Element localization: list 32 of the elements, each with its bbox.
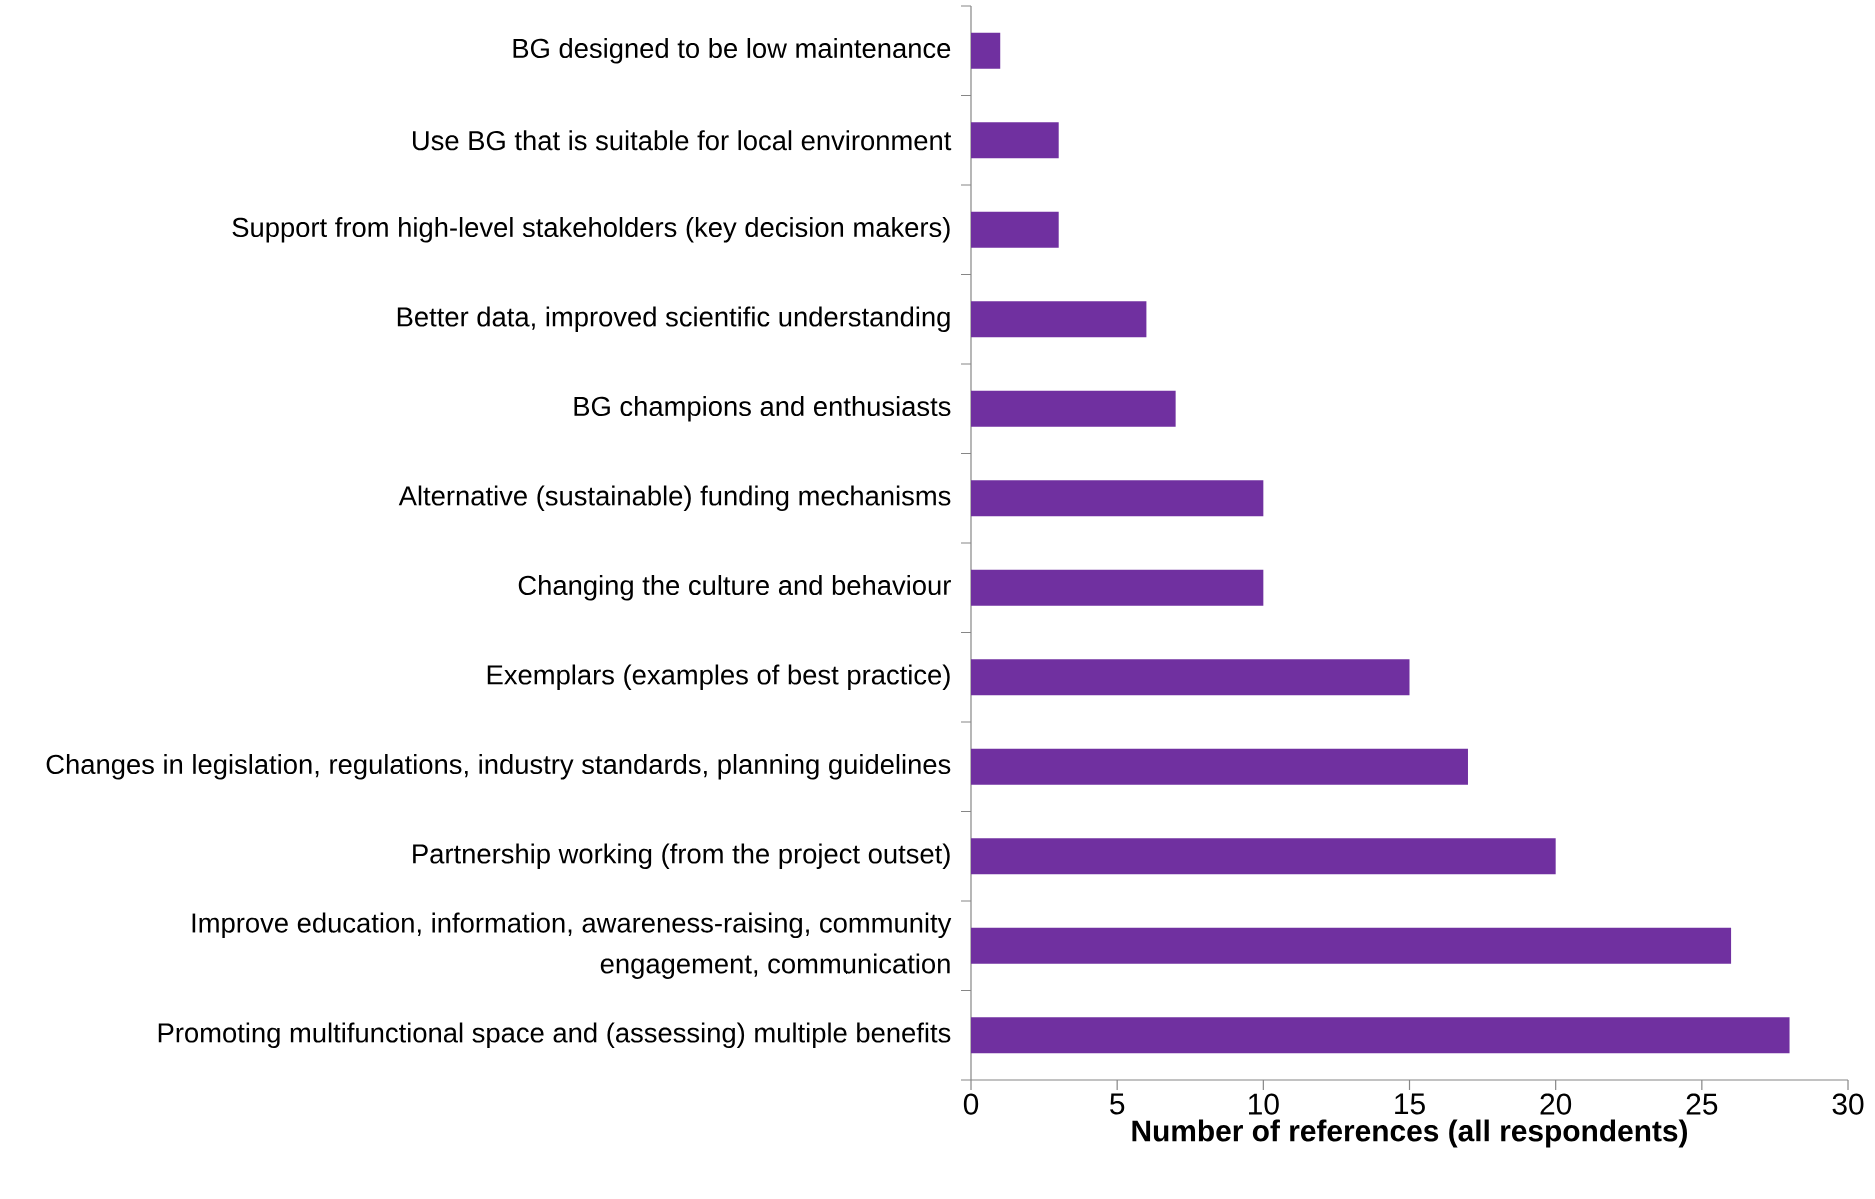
bar [971,838,1556,875]
bar [971,748,1468,785]
bar [971,122,1059,159]
x-tick-label: 15 [1395,1093,1425,1115]
y-tick-label: Promoting multifunctional space and (assessing) multiple benefits [158,1022,951,1049]
x-tick-label: 10 [1249,1093,1279,1115]
y-tick-label: Improve education, information, awareness-raising, community engagement, communication [192,912,952,979]
y-tick-label: Partnership working (from the project outset) [413,843,950,870]
bar [971,659,1410,696]
y-tick-label: Use BG that is suitable for local environment [412,130,952,151]
x-tick-label: 30 [1832,1093,1864,1115]
x-tick-label: 20 [1540,1093,1572,1115]
x-axis-title: Number of references (all respondents) [1132,1119,1687,1148]
bar [971,301,1147,338]
x-tick-label: 25 [1686,1093,1718,1115]
y-tick-label: Changes in legislation, regulations, industry standards, planning guidelines [46,754,951,780]
y-tick-label: Better data, improved scientific understanding [397,306,950,333]
bar [971,211,1059,248]
y-tick-label: Support from high-level stakeholders (key decision makers) [232,217,950,243]
y-tick-label: BG champions and enthusiasts [574,396,951,422]
bar [971,569,1264,606]
y-tick-label: BG designed to be low maintenance [513,38,951,64]
bar [971,1017,1790,1054]
y-tick-label: Exemplars (examples of best practice) [487,664,950,691]
y-tick-label: Changing the culture and behaviour [518,575,951,601]
bar [971,32,1001,69]
bar [971,480,1264,517]
bar [971,927,1732,964]
y-tick-label: Alternative (sustainable) funding mechanisms [398,485,951,512]
bar [971,390,1176,427]
x-tick-label: 0 [963,1093,979,1115]
x-tick-label: 5 [1110,1093,1125,1115]
